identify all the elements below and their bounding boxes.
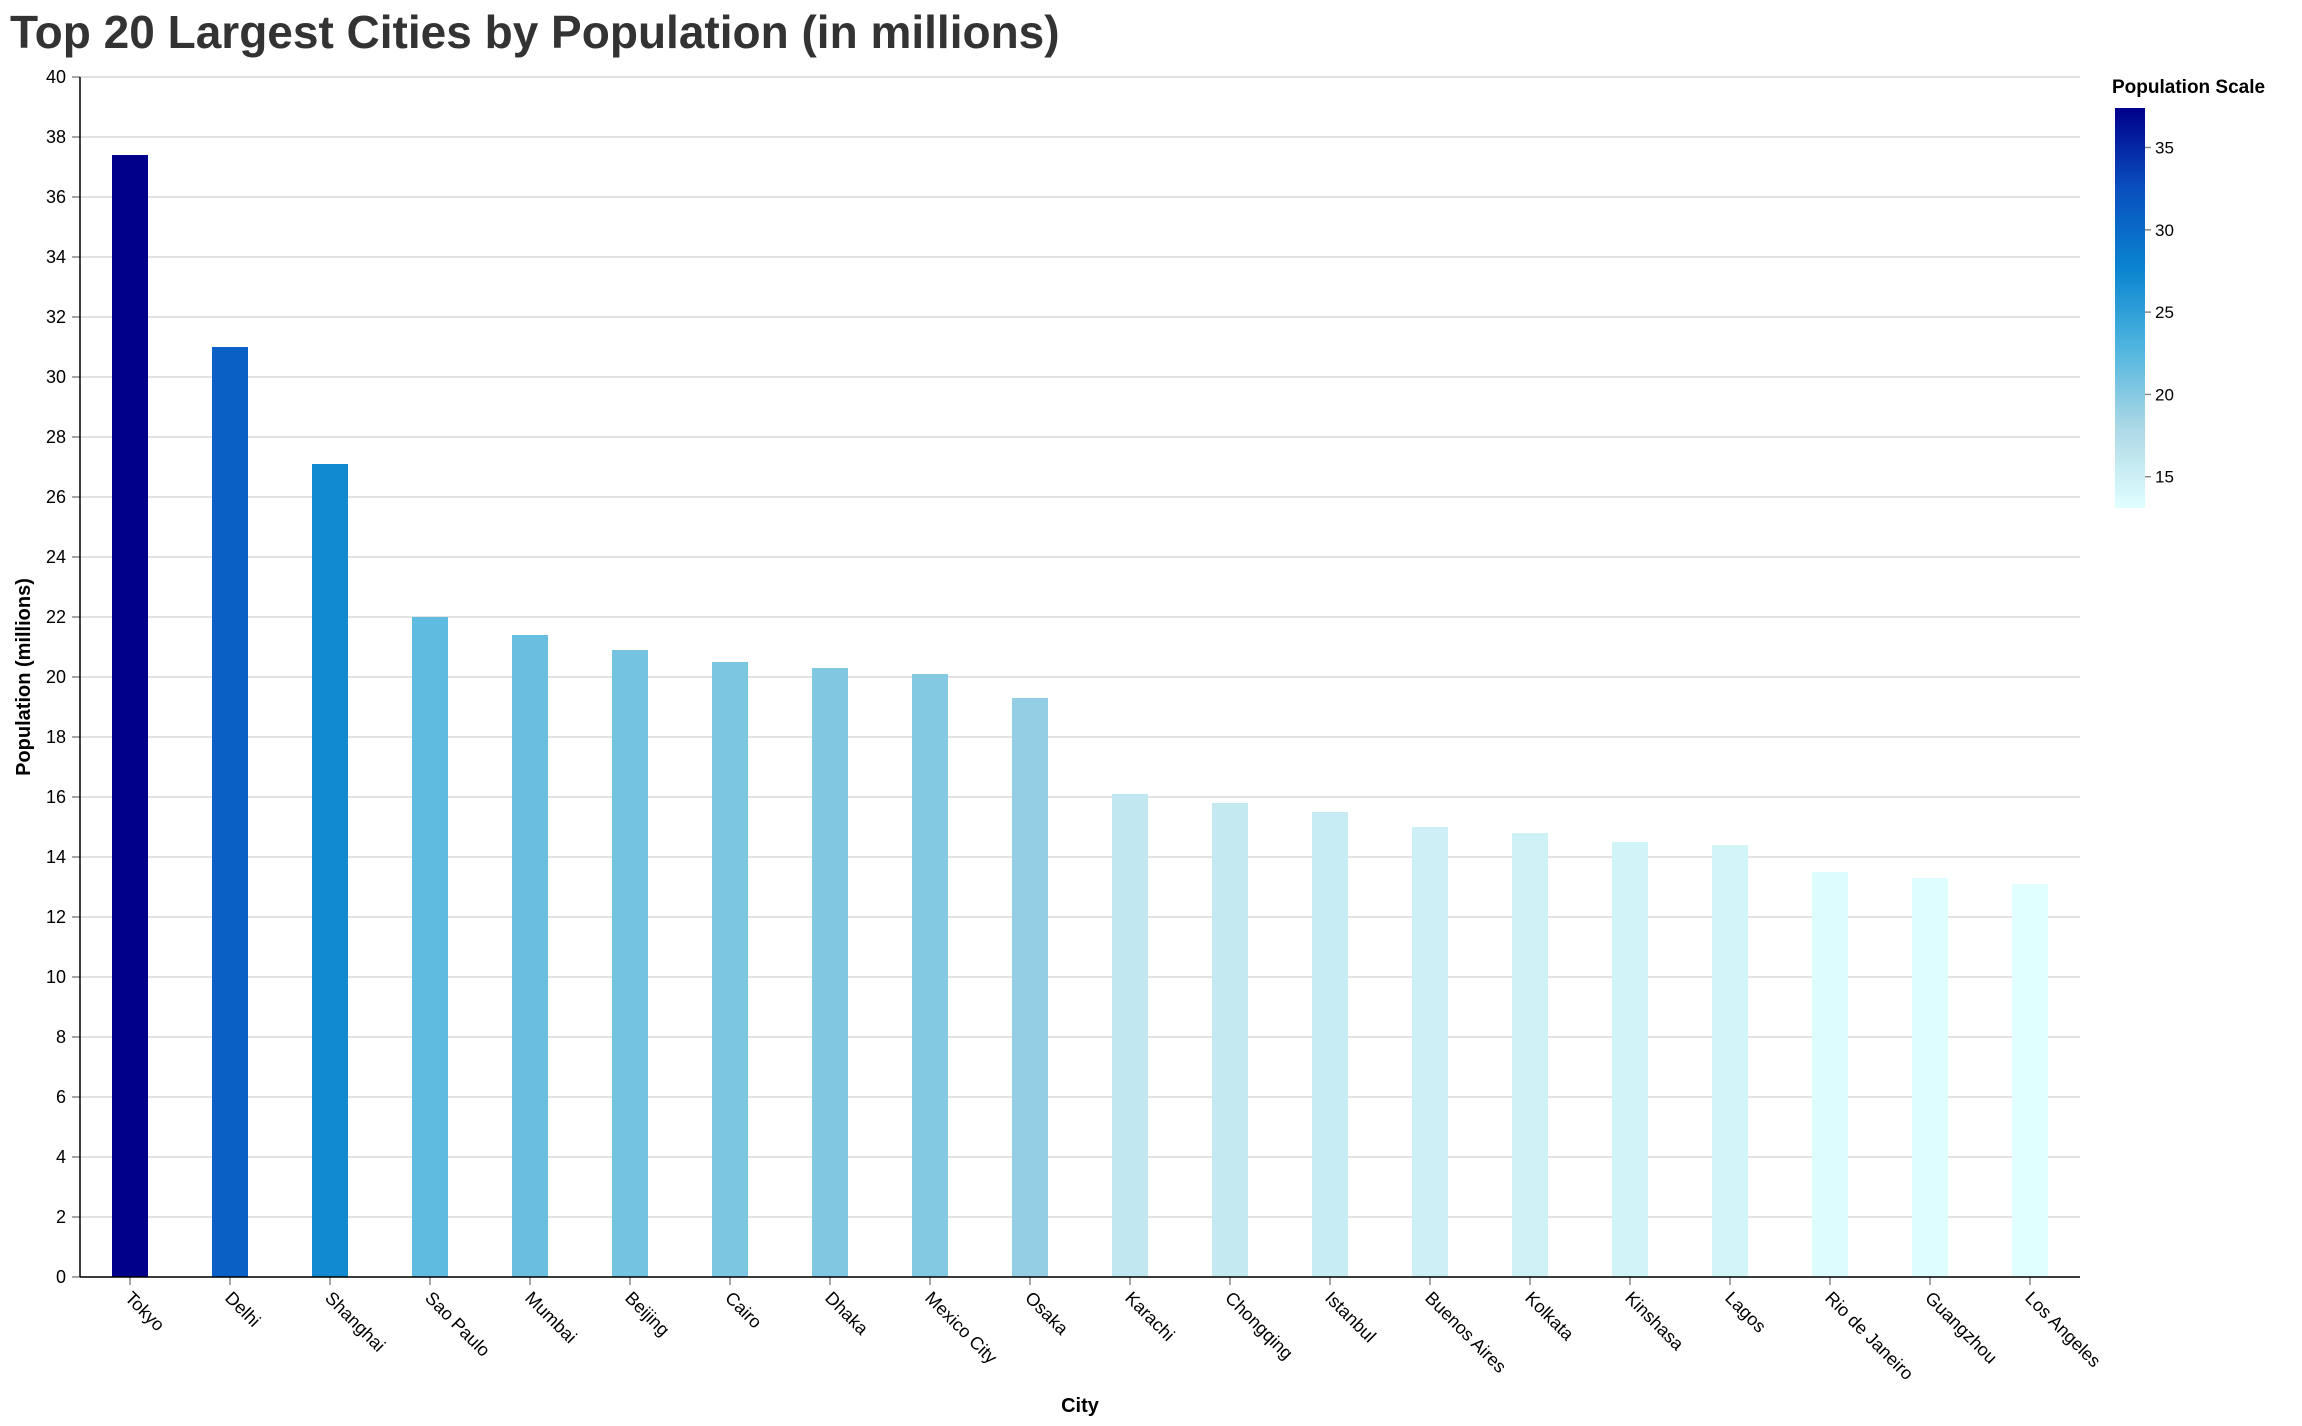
- y-tick-label: 10: [46, 967, 66, 987]
- x-tick-label: Osaka: [1021, 1288, 1073, 1340]
- x-tick-label: Kolkata: [1521, 1288, 1578, 1345]
- y-tick-label: 8: [56, 1027, 66, 1047]
- x-tick-label: Buenos Aires: [1421, 1288, 1510, 1377]
- y-tick-label: 26: [46, 487, 66, 507]
- y-tick-label: 2: [56, 1207, 66, 1227]
- bar-rio-de-janeiro: [1812, 872, 1848, 1277]
- bar-kinshasa: [1612, 842, 1648, 1277]
- x-tick-label: Karachi: [1121, 1288, 1178, 1345]
- bar-lagos: [1712, 845, 1748, 1277]
- x-tick-label: Guangzhou: [1921, 1288, 2001, 1368]
- x-axis-title: City: [1061, 1395, 1100, 1417]
- bars: [112, 155, 2048, 1277]
- bar-dhaka: [812, 668, 848, 1277]
- bar-mexico-city: [912, 674, 948, 1277]
- axes: 0246810121416182022242628303234363840Tok…: [46, 67, 2105, 1384]
- legend-title: Population Scale: [2112, 77, 2265, 98]
- y-tick-label: 18: [46, 727, 66, 747]
- x-tick-label: Chongqing: [1221, 1288, 1297, 1364]
- legend-tick-label: 35: [2155, 139, 2174, 158]
- bar-buenos-aires: [1412, 827, 1448, 1277]
- y-tick-label: 6: [56, 1087, 66, 1107]
- legend-color-ramp: [2115, 108, 2145, 508]
- x-tick-label: Mexico City: [921, 1288, 1001, 1368]
- legend-tick-label: 20: [2155, 385, 2174, 404]
- y-tick-label: 28: [46, 427, 66, 447]
- x-tick-label: Kinshasa: [1621, 1288, 1688, 1355]
- bar-guangzhou: [1912, 878, 1948, 1277]
- x-tick-label: Istanbul: [1321, 1288, 1380, 1347]
- y-tick-label: 4: [56, 1147, 66, 1167]
- bar-beijing: [612, 650, 648, 1277]
- bar-chongqing: [1212, 803, 1248, 1277]
- y-tick-label: 30: [46, 367, 66, 387]
- x-tick-label: Lagos: [1721, 1288, 1770, 1337]
- x-tick-label: Beijing: [621, 1288, 673, 1340]
- legend-tick-label: 30: [2155, 221, 2174, 240]
- bar-tokyo: [112, 155, 148, 1277]
- x-tick-label: Rio de Janeiro: [1821, 1288, 1917, 1384]
- y-tick-label: 22: [46, 607, 66, 627]
- y-tick-label: 14: [46, 847, 66, 867]
- x-tick-label: Los Angeles: [2021, 1288, 2104, 1371]
- bar-karachi: [1112, 794, 1148, 1277]
- x-tick-label: Sao Paulo: [421, 1288, 494, 1361]
- y-tick-label: 38: [46, 127, 66, 147]
- x-tick-label: Shanghai: [321, 1288, 389, 1356]
- chart-title: Top 20 Largest Cities by Population (in …: [10, 6, 1060, 58]
- x-tick-label: Cairo: [721, 1288, 766, 1333]
- bar-los-angeles: [2012, 884, 2048, 1277]
- bar-sao-paulo: [412, 617, 448, 1277]
- gridlines: [80, 76, 2080, 1278]
- x-tick-label: Mumbai: [521, 1288, 580, 1347]
- y-tick-label: 34: [46, 247, 66, 267]
- bar-kolkata: [1512, 833, 1548, 1277]
- x-tick-label: Tokyo: [121, 1288, 168, 1335]
- y-tick-label: 20: [46, 667, 66, 687]
- color-legend: Population Scale 15 20 25 30 35: [2112, 77, 2265, 508]
- x-tick-label: Delhi: [221, 1288, 264, 1331]
- bar-istanbul: [1312, 812, 1348, 1277]
- bar-cairo: [712, 662, 748, 1277]
- bar-shanghai: [312, 464, 348, 1277]
- legend-tick-label: 25: [2155, 303, 2174, 322]
- legend-tick-label: 15: [2155, 468, 2174, 487]
- bar-osaka: [1012, 698, 1048, 1277]
- y-tick-label: 0: [56, 1267, 66, 1287]
- y-tick-label: 16: [46, 787, 66, 807]
- bar-delhi: [212, 347, 248, 1277]
- y-tick-label: 24: [46, 547, 66, 567]
- x-tick-label: Dhaka: [821, 1288, 873, 1340]
- y-tick-label: 32: [46, 307, 66, 327]
- y-tick-label: 40: [46, 67, 66, 87]
- y-tick-label: 36: [46, 187, 66, 207]
- y-axis-title: Population (millions): [13, 578, 35, 776]
- bar-mumbai: [512, 635, 548, 1277]
- y-tick-label: 12: [46, 907, 66, 927]
